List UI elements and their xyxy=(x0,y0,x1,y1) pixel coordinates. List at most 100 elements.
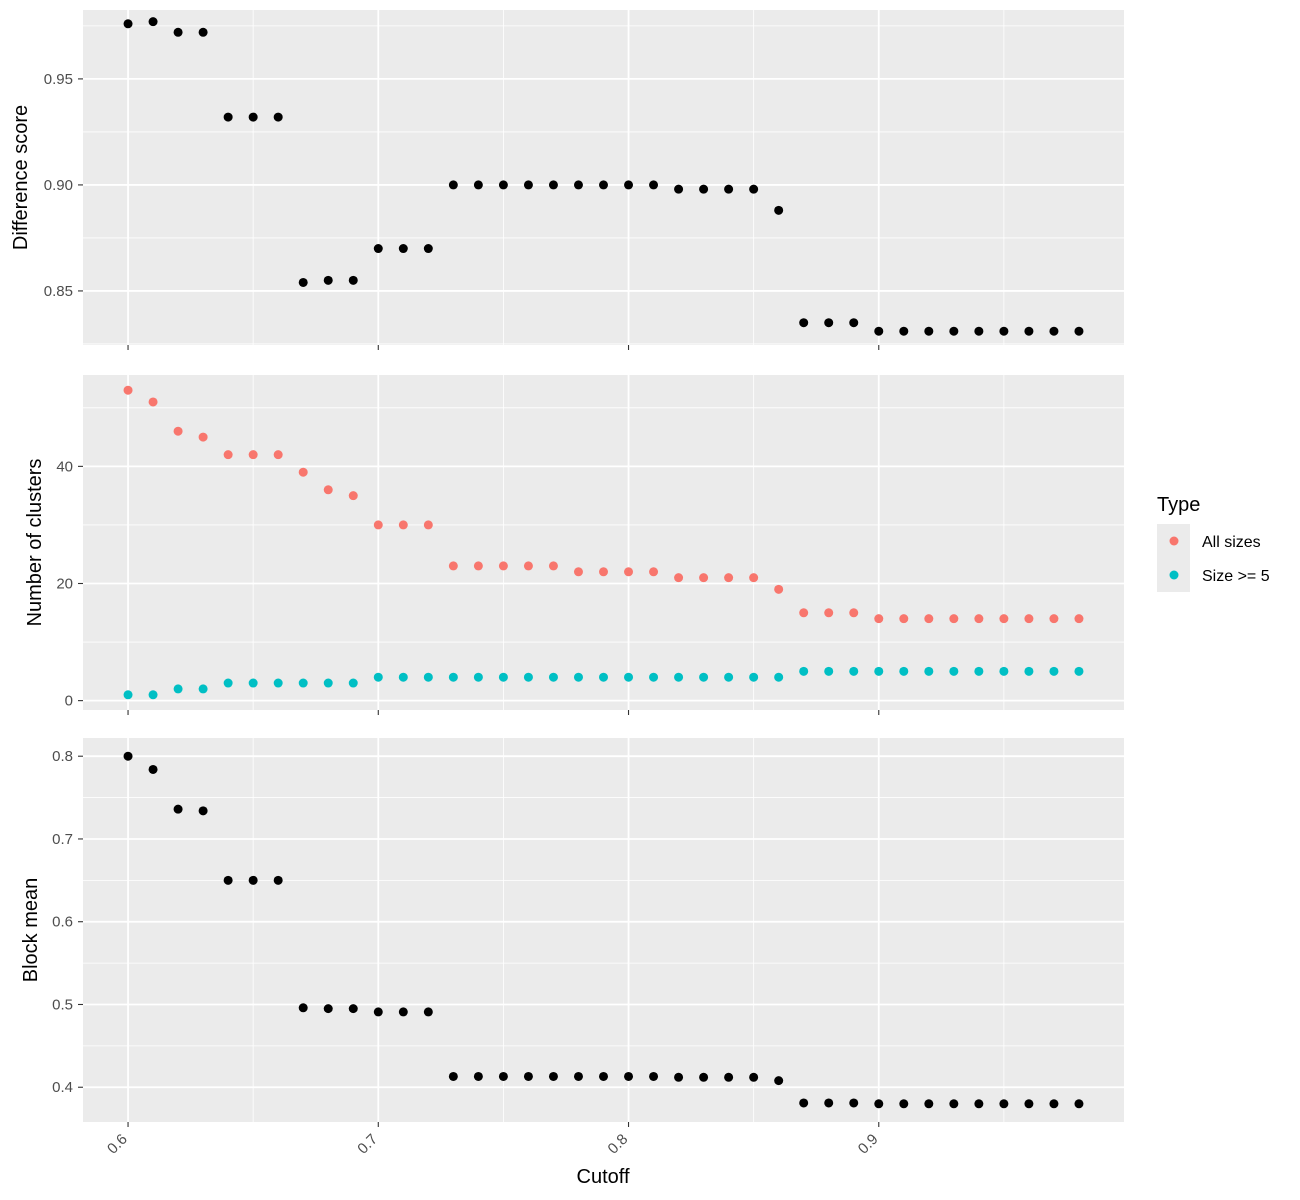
legend-label-all-sizes: All sizes xyxy=(1202,534,1261,551)
data-point xyxy=(999,614,1009,624)
data-point xyxy=(373,672,383,682)
data-point xyxy=(373,1007,383,1017)
data-point xyxy=(599,180,608,190)
data-point xyxy=(573,180,583,190)
y-tick-label: 0.4 xyxy=(52,1079,73,1096)
data-point xyxy=(123,385,133,395)
panel-background xyxy=(83,375,1124,710)
series-1 xyxy=(123,751,1084,1109)
data-point xyxy=(523,561,533,571)
data-point xyxy=(523,1071,533,1081)
data-point xyxy=(1024,666,1034,676)
data-point xyxy=(649,672,659,682)
y-tick-label: 0.95 xyxy=(44,71,73,88)
panel-background xyxy=(83,10,1124,345)
x-tick-label: 0.6 xyxy=(104,1131,131,1158)
data-point xyxy=(974,1099,984,1109)
data-point xyxy=(373,520,383,530)
data-point xyxy=(573,567,583,577)
data-point xyxy=(699,184,709,194)
data-point xyxy=(824,318,834,328)
data-point xyxy=(649,180,659,190)
data-point xyxy=(999,1099,1009,1109)
data-point xyxy=(924,666,934,676)
data-point xyxy=(749,672,759,682)
legend-title: Type xyxy=(1157,494,1200,516)
data-point xyxy=(498,561,508,571)
data-point xyxy=(974,666,984,676)
data-point xyxy=(148,690,158,700)
data-point xyxy=(423,520,433,530)
data-point xyxy=(298,678,308,688)
panel-1: 0.85 0.90 0.95 Difference score xyxy=(10,10,1124,350)
data-point xyxy=(298,1003,308,1013)
data-point xyxy=(999,666,1009,676)
data-point xyxy=(799,318,809,328)
data-point xyxy=(223,875,233,885)
data-point xyxy=(899,1099,909,1109)
data-point xyxy=(749,184,759,194)
data-point xyxy=(548,1071,558,1081)
y-axis-title: Block mean xyxy=(20,878,42,983)
data-point xyxy=(874,614,884,624)
data-point xyxy=(674,573,684,583)
data-point xyxy=(248,875,258,885)
data-point xyxy=(924,326,934,336)
legend-label-size-5: Size >= 5 xyxy=(1202,568,1270,585)
data-point xyxy=(473,672,483,682)
data-point xyxy=(699,672,709,682)
data-point xyxy=(824,666,834,676)
series-1 xyxy=(123,17,1084,336)
data-point xyxy=(273,112,283,122)
panels-layer: 0.85 0.90 0.95 Difference score 0 20 40 Number … xyxy=(10,10,1124,1158)
data-point xyxy=(849,666,859,676)
data-point xyxy=(624,672,634,682)
data-point xyxy=(423,1007,433,1017)
data-point xyxy=(173,684,183,694)
data-point xyxy=(423,672,433,682)
panel-3: 0.4 0.5 0.6 0.7 0.8 Block mean 0.6 0.7 0.8 0.9 xyxy=(20,738,1124,1158)
data-point xyxy=(273,678,283,688)
data-point xyxy=(599,567,608,577)
data-point xyxy=(624,1071,634,1081)
data-point xyxy=(599,672,608,682)
data-point xyxy=(448,180,458,190)
data-point xyxy=(874,666,884,676)
data-point xyxy=(724,672,734,682)
data-point xyxy=(799,666,809,676)
data-point xyxy=(273,450,283,460)
data-point xyxy=(498,1071,508,1081)
data-point xyxy=(448,561,458,571)
series-2 xyxy=(123,666,1084,700)
data-point xyxy=(523,180,533,190)
y-axis-title: Difference score xyxy=(10,105,32,250)
y-tick-label: 0.85 xyxy=(44,283,73,300)
data-point xyxy=(348,275,358,285)
x-tick-label: 0.8 xyxy=(605,1131,632,1158)
data-point xyxy=(198,432,208,442)
legend: Type All sizes Size >= 5 xyxy=(1157,494,1270,592)
y-tick-label: 0.8 xyxy=(52,748,73,765)
y-axis-title: Number of clusters xyxy=(24,459,46,627)
data-point xyxy=(548,672,558,682)
data-point xyxy=(849,608,859,618)
data-point xyxy=(1074,614,1084,624)
data-point xyxy=(498,180,508,190)
data-point xyxy=(198,684,208,694)
y-tick-label: 0.6 xyxy=(52,914,73,931)
data-point xyxy=(724,1072,734,1082)
data-point xyxy=(874,1099,884,1109)
data-point xyxy=(248,450,258,460)
x-axis-title: Cutoff xyxy=(577,1166,630,1188)
data-point xyxy=(398,244,408,254)
data-point xyxy=(448,1071,458,1081)
data-point xyxy=(674,184,684,194)
data-point xyxy=(298,467,308,477)
data-point xyxy=(398,1007,408,1017)
legend-symbol-all-sizes xyxy=(1169,536,1179,546)
data-point xyxy=(849,318,859,328)
data-point xyxy=(123,19,133,29)
data-point xyxy=(1049,326,1059,336)
data-point xyxy=(348,491,358,501)
